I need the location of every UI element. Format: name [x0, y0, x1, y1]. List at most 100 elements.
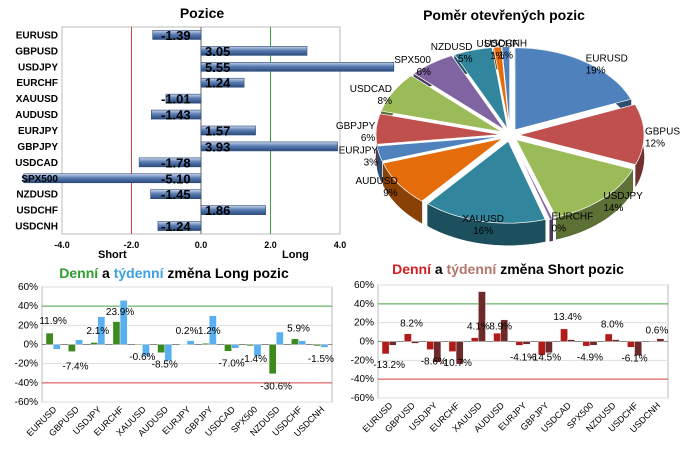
position-bar: [165, 93, 202, 104]
position-category-label: GBPUSD: [15, 46, 58, 57]
change-data-label: -14.5%: [529, 353, 561, 364]
change-bar: [448, 341, 457, 352]
change-data-label: 8.0%: [601, 320, 624, 331]
pie-label-percent: 19%: [586, 66, 606, 77]
change-data-label: -30.6%: [260, 382, 292, 393]
pie-label-percent: 14%: [603, 203, 623, 214]
long-change-chart: Denní a týdenní změna Long pozic 60% 40% 2…: [15, 265, 334, 439]
position-bar: [200, 77, 245, 88]
position-bar: [150, 189, 202, 199]
change-data-label: 2.1%: [86, 326, 109, 337]
pie-label-percent: 8%: [378, 96, 393, 107]
change-bar: [75, 339, 83, 345]
long-change-title: Denní a týdenní změna Long pozic: [59, 265, 289, 281]
position-category-label: USDCAD: [15, 158, 58, 169]
change-bar: [404, 333, 412, 342]
position-value-label: -1.24: [161, 219, 191, 234]
y-tick-label: -20%: [15, 359, 38, 370]
positions-value-labels: -1.39 3.055.551.24 -1.01-1.43 1.573.93 -1.78…: [161, 28, 231, 234]
position-value-label: -1.39: [161, 28, 191, 43]
pie-label-percent: 16%: [473, 226, 493, 237]
pie-slice: [501, 46, 511, 129]
change-bar: [268, 344, 277, 375]
position-bar: [200, 62, 395, 72]
pie-label-percent: 6%: [416, 67, 431, 78]
change-bar: [253, 344, 262, 357]
positions-bars: [23, 30, 395, 231]
y-tick-label: -60%: [15, 397, 38, 408]
change-bar: [455, 341, 464, 365]
position-bar: [200, 125, 256, 136]
change-bar: [656, 338, 665, 342]
change-bar: [478, 291, 486, 342]
y-tick-label: -40%: [15, 378, 38, 389]
change-data-label: -8.5%: [152, 360, 178, 371]
change-data-label: -4.9%: [577, 353, 603, 364]
change-data-label: -7.4%: [62, 362, 88, 373]
change-bar: [291, 338, 299, 345]
change-bar: [381, 341, 390, 355]
long-change-bars: [45, 300, 329, 375]
title-part: změna Long pozic: [164, 265, 289, 281]
position-value-label: 5.55: [205, 60, 230, 75]
y-tick-label: -20%: [351, 355, 374, 366]
position-category-label: EURUSD: [16, 30, 58, 41]
pie-label-name: USDCHF: [477, 39, 519, 50]
pie-slice: [515, 139, 634, 218]
position-bar: [151, 109, 202, 120]
short-label: Short: [98, 249, 127, 261]
pie-slice: [493, 46, 510, 129]
pie-label: GBPUSD12%: [645, 126, 680, 149]
change-bar: [589, 341, 598, 346]
change-bar: [52, 344, 61, 350]
change-data-label: 1.2%: [198, 326, 221, 337]
position-category-label: EURCHF: [16, 78, 58, 89]
pie-label-name: NZDUSD: [431, 42, 473, 53]
change-bar: [186, 340, 195, 345]
change-data-label: -0.6%: [129, 352, 155, 363]
change-bar: [157, 344, 165, 353]
positions-category-labels: EURUSD GBPUSD USDJPY EURCHF XAUUSD AUDUSD EURJ…: [15, 30, 58, 232]
change-bar: [471, 337, 479, 342]
position-bar: [200, 205, 266, 215]
position-value-label: -1.43: [161, 108, 191, 123]
position-bar: [152, 30, 202, 40]
pie-label-percent: 12%: [645, 138, 665, 149]
y-tick-label: 20%: [18, 320, 38, 331]
y-tick-label: 40%: [18, 301, 38, 312]
pie-label-name: SPX500: [394, 55, 431, 66]
pie-slice: [375, 113, 502, 145]
short-change-grid: 60% 40% 20% 0% -20% -40% -60%: [351, 280, 669, 404]
change-data-label: -1.4%: [241, 354, 267, 365]
change-data-label: -8.6%: [421, 356, 447, 367]
change-bar: [135, 344, 143, 346]
change-bar: [224, 344, 232, 352]
change-bar: [634, 341, 642, 356]
y-tick-label: -40%: [351, 374, 374, 385]
change-bar: [604, 333, 613, 342]
y-tick-label: 60%: [354, 280, 374, 291]
position-category-label: USDCNH: [15, 222, 58, 233]
change-bar: [246, 344, 255, 347]
long-change-grid: 60% 40% 20% 0% -20% -40% -60%: [15, 282, 333, 408]
change-data-label: -1.5%: [308, 354, 334, 365]
pie-label-name: USDCNH: [484, 38, 527, 49]
position-value-label: -1.01: [161, 92, 191, 107]
title-part: změna Short pozic: [496, 261, 624, 277]
short-change-chart: Denní a týdenní změna Short pozic 60% 40%…: [351, 261, 669, 435]
change-bar: [276, 331, 284, 345]
position-category-label: NZDUSD: [16, 190, 58, 201]
pie-slice: [413, 55, 505, 131]
change-bar: [560, 328, 568, 342]
change-bar: [612, 339, 620, 342]
long-label: Long: [282, 249, 309, 261]
change-bar: [201, 343, 210, 345]
change-data-label: -6.1%: [621, 354, 647, 365]
